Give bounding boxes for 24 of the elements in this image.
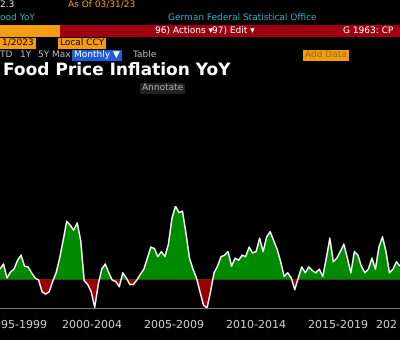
text: Table [133,50,156,61]
chart-title: Food Price Inflation YoY [3,60,230,80]
text: 2000-2004 [62,318,122,331]
text: 96) Actions ▾ [155,26,214,37]
text: Annotate [140,83,186,94]
text: 2010-2014 [226,318,286,331]
text: G 1963: CP [343,26,394,37]
text: 1Y [20,50,32,61]
text: 202 [376,318,397,331]
text: 5Y [38,50,50,61]
text: TD [0,50,12,61]
text: ood YoY [0,13,35,24]
text: German Federal Statistical Office [168,13,317,24]
text: Monthly ▼ [72,50,122,61]
text: 97) Edit ▾ [212,26,255,37]
text: Add Data [303,50,349,61]
text: 1/2023 [0,38,36,49]
text: Local CCY [58,38,106,49]
text: 2.3 [0,0,14,11]
text: Max [52,50,71,61]
text: 95-1999 [1,318,47,331]
text: As Of 03/31/23 [68,0,136,11]
text: 2015-2019 [308,318,368,331]
text: 2005-2009 [144,318,204,331]
